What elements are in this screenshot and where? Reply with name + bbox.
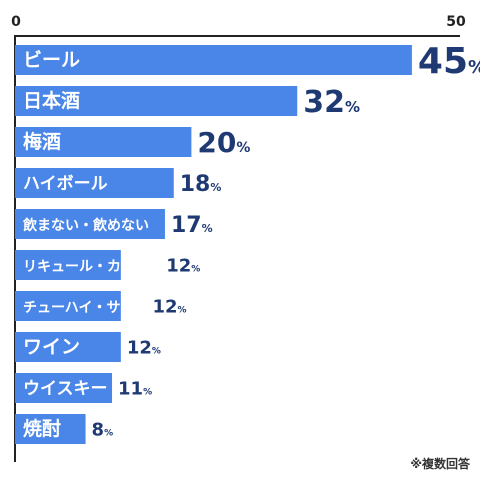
- category-label: 焼酎: [23, 417, 61, 440]
- value-label: 45%: [418, 41, 480, 82]
- bar: [15, 86, 298, 116]
- value-label: 8%: [92, 419, 114, 440]
- bar: [15, 45, 412, 75]
- value-label: 17%: [171, 213, 213, 238]
- bar: [15, 291, 121, 321]
- category-label: ワイン: [23, 336, 80, 358]
- value-label: 12%: [166, 255, 200, 276]
- axis-max-label: 50: [446, 14, 466, 30]
- value-label: 32%: [303, 85, 360, 120]
- bar: [15, 332, 121, 362]
- bar: [15, 373, 113, 403]
- value-label: 12%: [152, 296, 186, 317]
- category-label: ハイボール: [23, 174, 108, 194]
- category-label: ビール: [23, 49, 80, 71]
- category-label: 日本酒: [23, 89, 80, 112]
- value-label: 18%: [180, 172, 222, 197]
- category-label: 梅酒: [23, 130, 61, 153]
- category-label: 飲まない・飲めない: [22, 217, 149, 234]
- value-label: 20%: [197, 126, 250, 159]
- category-label: ウイスキー: [23, 379, 108, 399]
- axis-min-label: 0: [11, 14, 21, 30]
- value-label: 11%: [118, 378, 152, 399]
- category-label: リキュール・カクテル: [23, 259, 163, 275]
- value-label: 12%: [127, 337, 161, 358]
- bar: [15, 127, 192, 157]
- bar: [15, 250, 121, 280]
- bar: [15, 168, 174, 198]
- multiple-answer-note: ※複数回答: [410, 457, 470, 471]
- bar: [15, 414, 86, 444]
- category-label: チューハイ・サワー: [23, 300, 148, 316]
- bar: [15, 209, 165, 239]
